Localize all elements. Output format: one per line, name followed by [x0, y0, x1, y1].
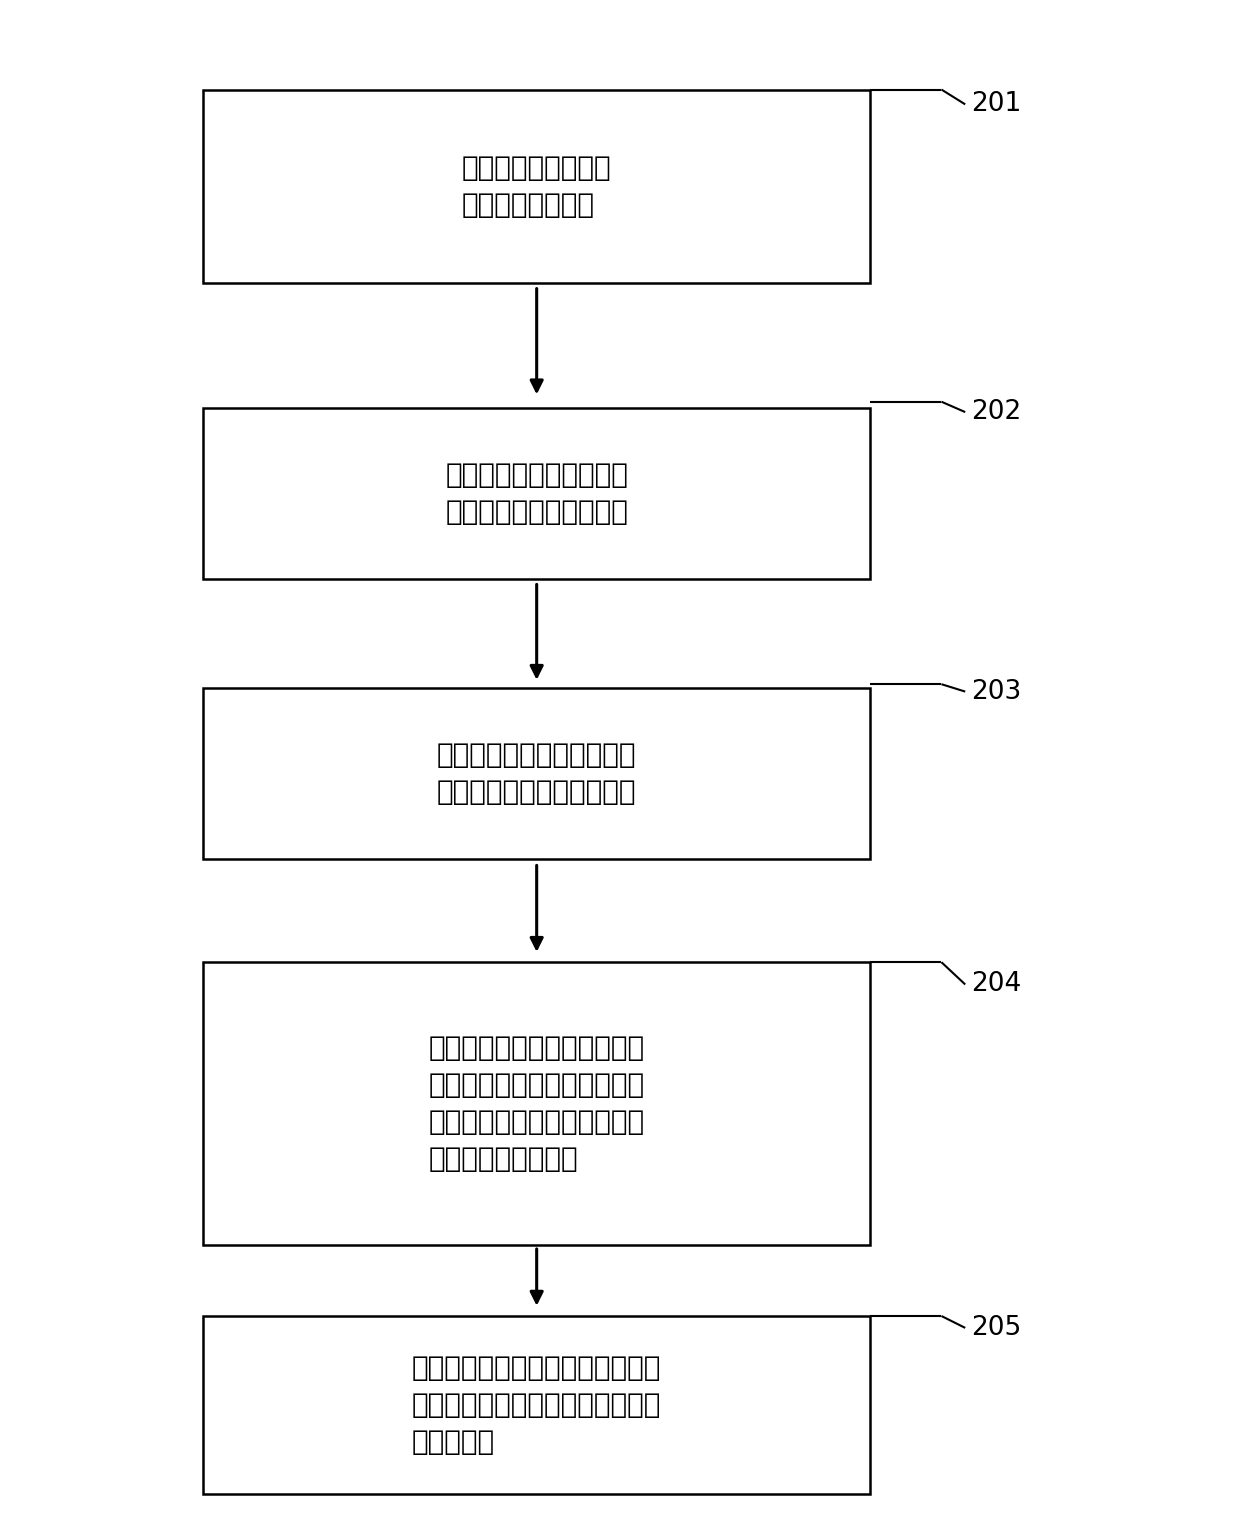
Bar — [203, 1317, 870, 1494]
Text: 201: 201 — [971, 91, 1022, 117]
Text: 所述下位机将所述数控车
床的夹具进行初始化处理: 所述下位机将所述数控车 床的夹具进行初始化处理 — [445, 461, 629, 526]
Bar — [203, 90, 870, 282]
Bar — [203, 687, 870, 859]
Text: 所述下位机根据所述加工图形
数据生成加工参数，并根据所
述加工参数控制所述刀具对所
述蜗杆进行切割操作: 所述下位机根据所述加工图形 数据生成加工参数，并根据所 述加工参数控制所述刀具对… — [429, 1035, 645, 1173]
Text: 上位机向下位机发送所述下
位机发送所述加工图形数据: 上位机向下位机发送所述下 位机发送所述加工图形数据 — [436, 740, 636, 806]
Text: 204: 204 — [971, 971, 1022, 998]
Bar — [203, 962, 870, 1244]
Text: 所述下位机接收所述夹具的加工状
态信息，并将所述状态信息发送给
所述上位机: 所述下位机接收所述夹具的加工状 态信息，并将所述状态信息发送给 所述上位机 — [412, 1355, 661, 1456]
Bar — [203, 408, 870, 579]
Text: 203: 203 — [971, 678, 1022, 704]
Text: 205: 205 — [971, 1315, 1022, 1341]
Text: 上位机获取待加工蜗
杆的加工图形数据: 上位机获取待加工蜗 杆的加工图形数据 — [461, 153, 611, 218]
Text: 202: 202 — [971, 399, 1022, 425]
